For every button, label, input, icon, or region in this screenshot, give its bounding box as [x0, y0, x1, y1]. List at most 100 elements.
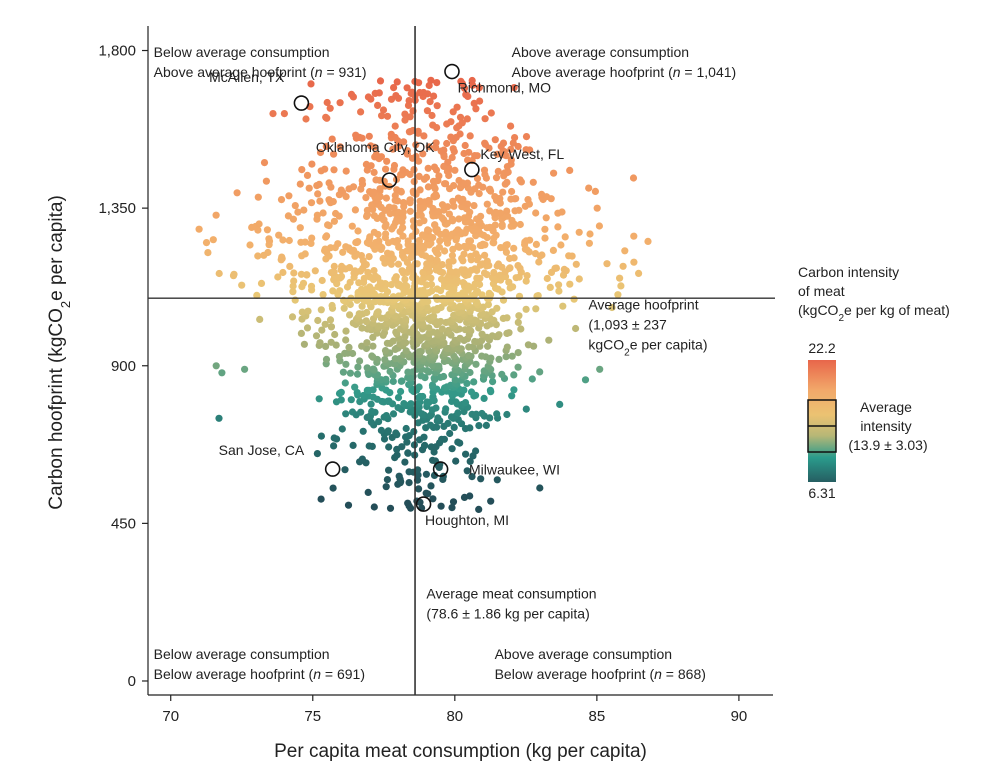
- scatter-point: [358, 176, 366, 185]
- scatter-point: [342, 167, 350, 175]
- scatter-point: [486, 386, 494, 394]
- scatter-point: [379, 254, 387, 263]
- scatter-point: [448, 445, 456, 453]
- scatter-point: [479, 240, 487, 248]
- scatter-point: [378, 112, 386, 120]
- scatter-point: [435, 172, 443, 180]
- scatter-point: [341, 379, 349, 387]
- scatter-point: [438, 325, 446, 333]
- avg-intensity-label: Average: [860, 399, 912, 415]
- scatter-point: [383, 112, 392, 120]
- scatter-point: [246, 241, 254, 249]
- scatter-point: [463, 115, 471, 123]
- scatter-point: [470, 378, 478, 386]
- scatter-point: [254, 193, 262, 201]
- scatter-point: [472, 105, 480, 113]
- scatter-point: [507, 156, 515, 164]
- scatter-point: [424, 164, 432, 172]
- quadrant-count: Below average hoofprint (n = 868): [495, 666, 706, 682]
- scatter-point: [426, 98, 434, 106]
- scatter-point: [380, 435, 389, 443]
- scatter-point: [301, 238, 309, 246]
- scatter-point: [378, 384, 386, 392]
- scatter-point: [195, 225, 203, 233]
- scatter-point: [363, 206, 371, 214]
- scatter-point: [452, 268, 460, 276]
- scatter-point: [370, 212, 378, 220]
- scatter-point: [455, 176, 463, 185]
- scatter-point: [462, 91, 470, 99]
- scatter-point: [514, 363, 522, 371]
- scatter-point: [478, 330, 486, 338]
- scatter-point: [554, 223, 562, 231]
- scatter-point: [322, 142, 330, 150]
- scatter-point: [313, 450, 321, 458]
- scatter-point: [498, 221, 506, 229]
- scatter-point: [415, 172, 423, 180]
- scatter-point: [204, 249, 212, 257]
- colorbar-title: Carbon intensity: [798, 264, 899, 280]
- scatter-point: [575, 228, 583, 236]
- scatter-point: [370, 228, 378, 236]
- scatter-point: [596, 365, 604, 373]
- scatter-point: [504, 168, 512, 176]
- scatter-point: [475, 505, 483, 513]
- scatter-point: [341, 466, 349, 474]
- scatter-point: [555, 287, 563, 295]
- scatter-point: [339, 368, 347, 376]
- scatter-point: [470, 202, 478, 210]
- scatter-point: [374, 101, 382, 109]
- scatter-point: [430, 374, 438, 382]
- scatter-point: [490, 268, 498, 277]
- scatter-point: [394, 394, 403, 402]
- scatter-point: [480, 166, 489, 174]
- scatter-point: [510, 244, 518, 252]
- scatter-point: [294, 208, 302, 216]
- scatter-point: [410, 166, 418, 174]
- scatter-point: [399, 199, 407, 207]
- scatter-point: [374, 308, 382, 316]
- scatter-point: [532, 209, 540, 217]
- scatter-point: [481, 115, 489, 123]
- scatter-point: [386, 210, 394, 218]
- scatter-point: [425, 324, 433, 332]
- scatter-point: [417, 372, 425, 380]
- scatter-point: [487, 497, 495, 505]
- scatter-point: [438, 275, 446, 283]
- scatter-point: [566, 166, 574, 174]
- scatter-point: [280, 110, 288, 118]
- scatter-point: [471, 337, 479, 346]
- scatter-point: [552, 264, 561, 272]
- scatter-point: [581, 376, 590, 384]
- scatter-point: [346, 311, 354, 319]
- scatter-point: [290, 269, 298, 277]
- scatter-point: [344, 501, 353, 509]
- scatter-point: [352, 131, 360, 139]
- scatter-point: [493, 410, 501, 418]
- scatter-point: [472, 360, 480, 368]
- scatter-point: [300, 340, 308, 348]
- scatter-point: [365, 253, 373, 261]
- scatter-point: [456, 302, 464, 310]
- scatter-point: [393, 451, 401, 459]
- scatter-point: [363, 308, 371, 317]
- scatter-point: [212, 362, 220, 370]
- colorbar-max: 22.2: [808, 340, 835, 356]
- scatter-point: [326, 104, 334, 112]
- quadrant-label: Above average consumption: [512, 44, 689, 60]
- scatter-point: [429, 121, 437, 129]
- scatter-point: [630, 258, 638, 266]
- scatter-point: [427, 281, 436, 289]
- scatter-point: [393, 237, 402, 245]
- scatter-point: [355, 310, 363, 318]
- scatter-point: [557, 241, 565, 249]
- scatter-point: [336, 143, 344, 151]
- scatter-point: [394, 260, 402, 268]
- colorbar-min: 6.31: [808, 485, 835, 501]
- scatter-point: [621, 247, 629, 255]
- avg-hoofprint-value: (1,093 ± 237: [588, 317, 667, 333]
- city-label: San Jose, CA: [219, 442, 305, 458]
- scatter-point: [440, 146, 448, 154]
- scatter-point: [302, 115, 310, 123]
